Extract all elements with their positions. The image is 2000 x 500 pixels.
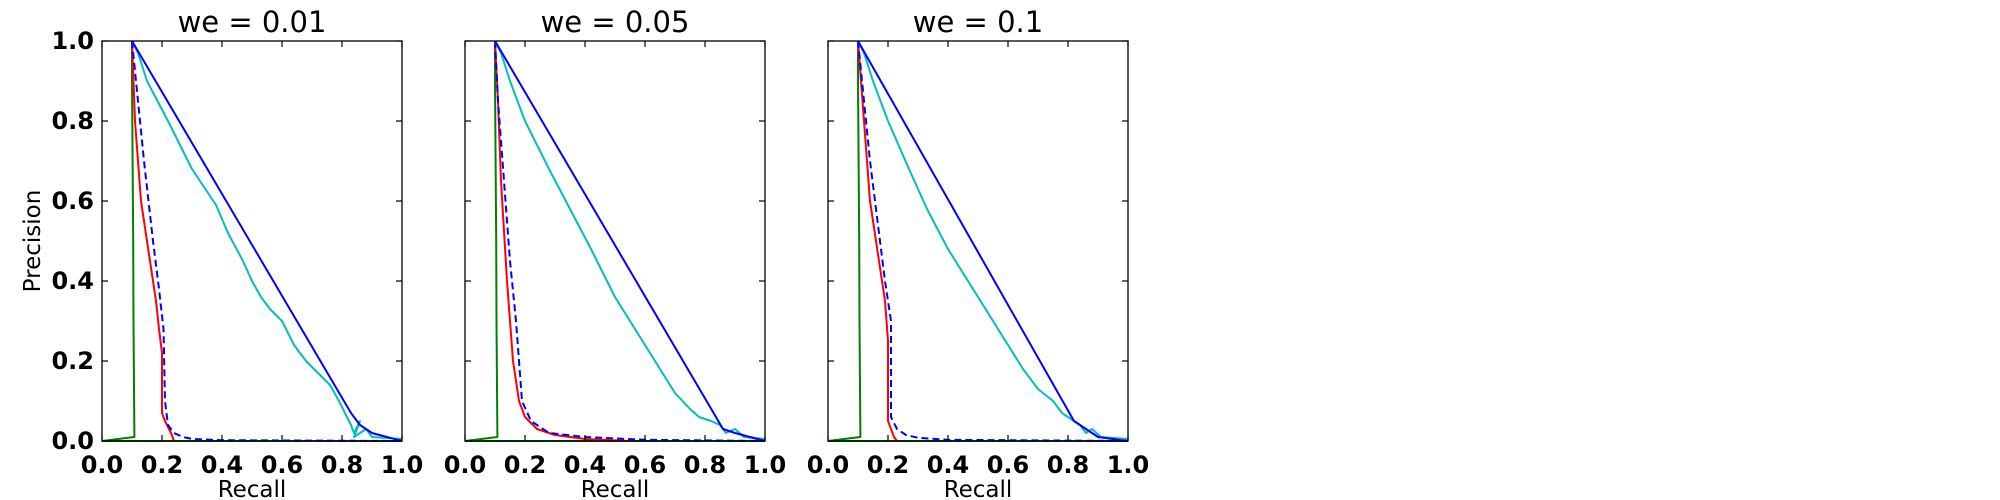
axes-frame (101, 40, 403, 442)
axes-frame (464, 40, 766, 442)
series-line-5 (857, 40, 1128, 442)
series-line-3 (857, 40, 1128, 442)
x-axis-label: Recall (218, 477, 287, 500)
x-tick-label: 0.4 (927, 451, 970, 479)
x-tick-label: 0.6 (624, 451, 667, 479)
x-tick-label: 0.0 (444, 451, 487, 479)
y-tick-label: 0.4 (51, 267, 94, 295)
x-tick-label: 0.6 (261, 451, 304, 479)
series-group (465, 40, 765, 442)
axes-frame (827, 40, 1129, 442)
x-tick-label: 1.0 (381, 451, 424, 479)
series-group (828, 40, 1128, 442)
x-tick-label: 0.8 (321, 451, 364, 479)
y-tick-label: 0.0 (51, 427, 94, 455)
series-group (102, 40, 402, 442)
series-line-5 (131, 40, 402, 442)
series-line-2 (494, 40, 631, 442)
subplot-3: 0.0 0.2 0.4 0.6 0.8 1.0 we = 0.1 Recall (807, 5, 1150, 500)
series-line-4 (857, 40, 1128, 440)
subplot-title: we = 0.05 (541, 5, 690, 39)
x-tick-label: 1.0 (1107, 451, 1150, 479)
series-line-1 (828, 41, 1128, 442)
series-line-1 (102, 41, 402, 442)
x-tick-label: 0.8 (684, 451, 727, 479)
x-tick-label: 0.6 (987, 451, 1030, 479)
x-tick-label: 0.2 (867, 451, 910, 479)
x-tick-label: 1.0 (744, 451, 787, 479)
series-line-2 (857, 40, 898, 442)
x-tick-label: 0.4 (564, 451, 607, 479)
subplot-title: we = 0.1 (913, 5, 1043, 39)
x-axis-label: Recall (581, 477, 650, 500)
series-line-1 (465, 41, 765, 442)
series-line-4 (131, 40, 402, 440)
subplot-panels: 0.0 0.2 0.4 0.6 0.8 1.0 0.0 0.2 0.4 0.6 0.8 1.0 we =… (20, 5, 1149, 500)
y-tick-label: 0.2 (51, 347, 94, 375)
x-tick-label: 0.2 (141, 451, 184, 479)
subplot-1: 0.0 0.2 0.4 0.6 0.8 1.0 0.0 0.2 0.4 0.6 0.8 1.0 we =… (20, 5, 423, 500)
y-tick-label: 0.6 (51, 187, 94, 215)
x-tick-label: 0.8 (1047, 451, 1090, 479)
x-tick-label: 0.0 (807, 451, 850, 479)
y-tick-label: 1.0 (51, 27, 94, 55)
subplot-title: we = 0.01 (178, 5, 327, 39)
subplot-2: 0.0 0.2 0.4 0.6 0.8 1.0 we = 0.05 Recall (444, 5, 787, 500)
y-tick-label: 0.8 (51, 107, 94, 135)
x-tick-label: 0.4 (201, 451, 244, 479)
series-line-5 (494, 40, 765, 442)
x-tick-label: 0.0 (81, 451, 124, 479)
y-axis-label: Precision (20, 190, 46, 293)
x-tick-label: 0.2 (504, 451, 547, 479)
x-axis-label: Recall (944, 477, 1013, 500)
series-line-3 (494, 40, 765, 442)
